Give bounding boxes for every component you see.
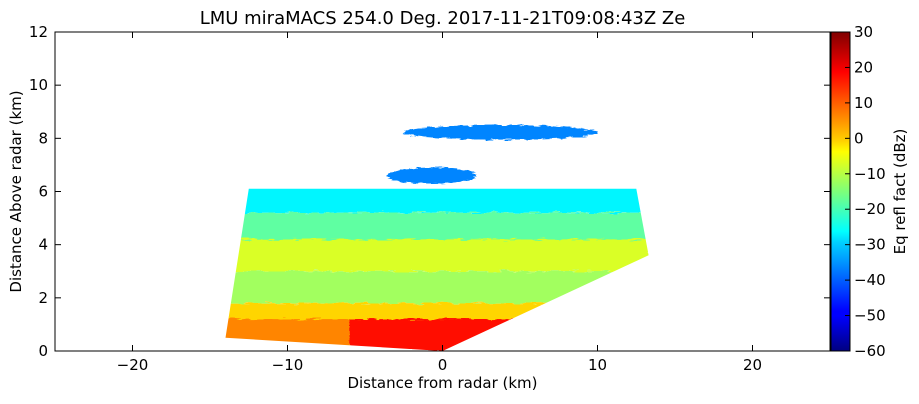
colorbar-tick-label: −60 <box>854 342 886 360</box>
colorbar-tick-label: 30 <box>854 23 873 41</box>
colorbar-tick-label: 10 <box>854 94 873 112</box>
colorbar-tick-label: −10 <box>854 165 886 183</box>
y-tick-label: 12 <box>29 23 48 41</box>
colorbar-tick-label: 20 <box>854 58 873 76</box>
colorbar-tick-label: −40 <box>854 271 886 289</box>
x-tick-label: −20 <box>117 356 149 374</box>
y-tick-label: 10 <box>29 76 48 94</box>
echo-region <box>225 125 649 351</box>
x-tick-label: −10 <box>272 356 304 374</box>
colorbar-label: Eq refl fact (dBz) <box>891 129 909 255</box>
y-tick-label: 2 <box>38 289 48 307</box>
reflectivity-layer <box>225 239 649 272</box>
y-axis: 0 2 4 6 8 10 12 <box>29 23 830 360</box>
reflectivity-layer <box>225 271 629 304</box>
y-tick-label: 8 <box>38 129 48 147</box>
reflectivity-layer <box>225 303 567 325</box>
x-tick-label: 20 <box>743 356 762 374</box>
reflectivity-layer <box>225 188 649 213</box>
colorbar-tick-label: 0 <box>854 129 864 147</box>
x-axis-label: Distance from radar (km) <box>347 374 537 392</box>
upper-cloud-band <box>386 167 477 184</box>
y-tick-label: 0 <box>38 342 48 360</box>
colorbar-ticks: 30 20 10 0 −10 −20 −30 −40 −50 −60 <box>845 23 886 360</box>
colorbar-gradient <box>830 31 851 352</box>
chart-title: LMU miraMACS 254.0 Deg. 2017-11-21T09:08… <box>200 8 686 29</box>
y-tick-label: 4 <box>38 236 48 254</box>
colorbar: 30 20 10 0 −10 −20 −30 −40 −50 −60 Eq refl fact (… <box>830 23 909 360</box>
upper-cloud-band <box>403 125 598 140</box>
colorbar-tick-label: −20 <box>854 200 886 218</box>
y-axis-label: Distance Above radar (km) <box>7 90 25 292</box>
reflectivity-layer <box>349 319 513 351</box>
colorbar-tick-label: −50 <box>854 307 886 325</box>
reflectivity-layer <box>225 212 649 245</box>
colorbar-tick-label: −30 <box>854 236 886 254</box>
x-axis: −20 −10 0 10 20 <box>117 32 762 374</box>
x-tick-label: 10 <box>588 356 607 374</box>
x-tick-label: 0 <box>438 356 448 374</box>
y-tick-label: 6 <box>38 183 48 201</box>
